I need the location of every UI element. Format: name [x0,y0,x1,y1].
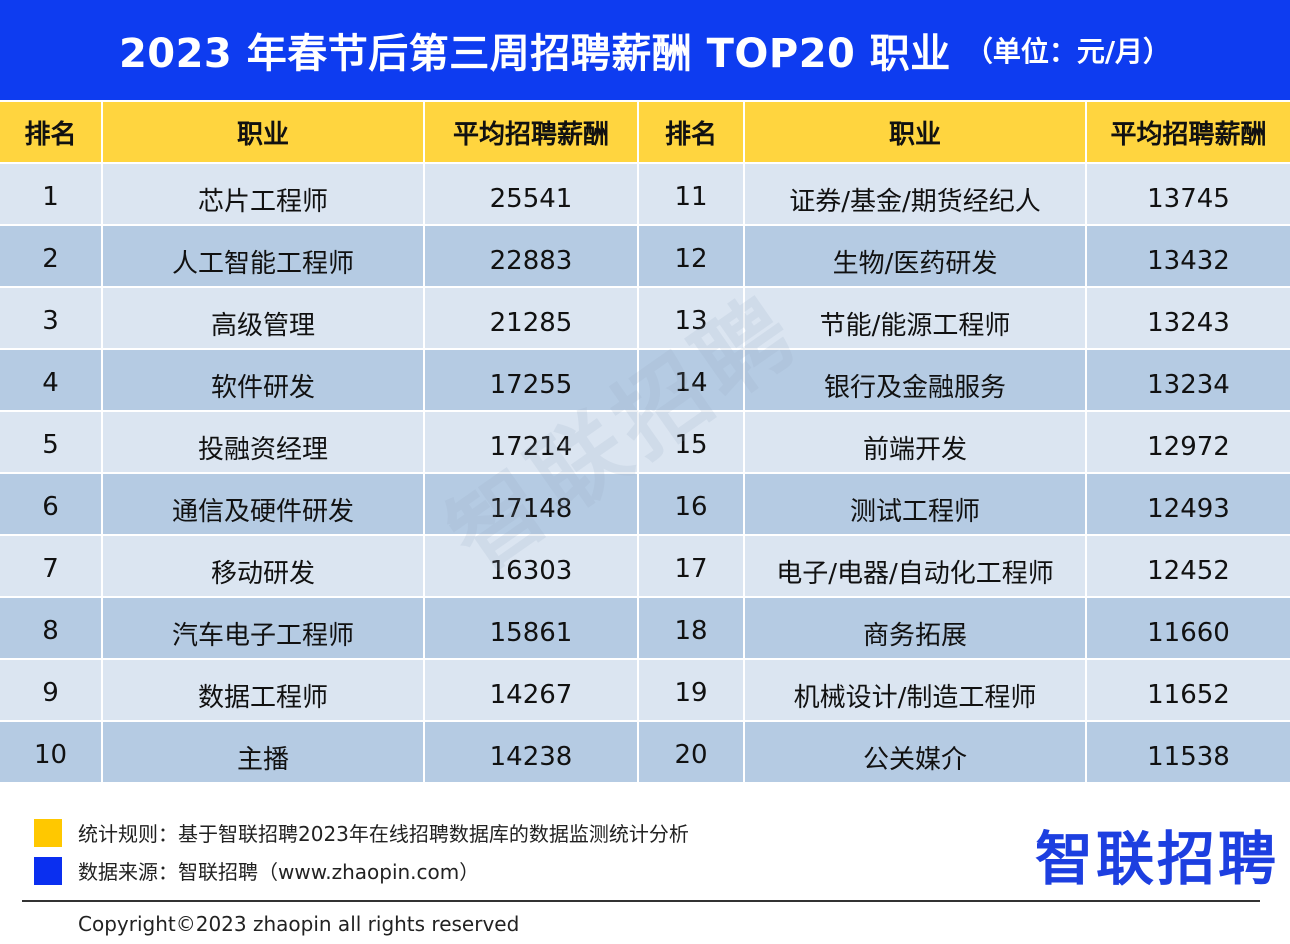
salary-cell: 17255 [424,348,639,411]
table-row: 4 软件研发 17255 14 银行及金融服务 13234 [0,348,1290,411]
salary-cell: 16303 [424,534,639,597]
table-row: 10 主播 14238 20 公关媒介 11538 [0,720,1290,782]
job-cell: 证券/基金/期货经纪人 [744,162,1087,225]
rank-cell: 9 [0,658,103,721]
job-cell: 汽车电子工程师 [102,596,425,659]
job-cell: 生物/医药研发 [744,224,1087,287]
job-cell: 数据工程师 [102,658,425,721]
salary-cell: 11538 [1086,720,1290,782]
job-cell: 软件研发 [102,348,425,411]
salary-cell: 12452 [1086,534,1290,597]
salary-cell: 13234 [1086,348,1290,411]
rank-cell: 7 [0,534,103,597]
rank-cell: 15 [638,410,745,473]
salary-cell: 11660 [1086,596,1290,659]
job-cell: 投融资经理 [102,410,425,473]
rank-cell: 14 [638,348,745,411]
job-cell: 银行及金融服务 [744,348,1087,411]
rank-cell: 11 [638,162,745,225]
job-cell: 商务拓展 [744,596,1087,659]
column-header-rank: 排名 [638,102,745,163]
table-row: 8 汽车电子工程师 15861 18 商务拓展 11660 [0,596,1290,659]
rank-cell: 17 [638,534,745,597]
rank-cell: 6 [0,472,103,535]
title-bar: 2023 年春节后第三周招聘薪酬 TOP20 职业 （单位：元/月） [0,0,1290,100]
rule-note-text: 统计规则：基于智联招聘2023年在线招聘数据库的数据监测统计分析 [78,822,689,846]
yellow-square-icon [34,818,62,847]
table-row: 6 通信及硬件研发 17148 16 测试工程师 12493 [0,472,1290,535]
salary-cell: 12493 [1086,472,1290,535]
job-cell: 芯片工程师 [102,162,425,225]
salary-cell: 17148 [424,472,639,535]
rank-cell: 13 [638,286,745,349]
salary-cell: 25541 [424,162,639,225]
job-cell: 移动研发 [102,534,425,597]
rank-cell: 19 [638,658,745,721]
salary-ranking-table: 排名 职业 平均招聘薪酬 排名 职业 平均招聘薪酬 1 芯片工程师 25541 11 证… [0,102,1290,782]
rank-cell: 8 [0,596,103,659]
rank-cell: 5 [0,410,103,473]
unit-label: （单位：元/月） [964,35,1172,68]
rank-cell: 2 [0,224,103,287]
salary-cell: 13745 [1086,162,1290,225]
salary-cell: 15861 [424,596,639,659]
table-row: 7 移动研发 16303 17 电子/电器/自动化工程师 12452 [0,534,1290,597]
column-header-job: 职业 [102,102,425,163]
job-cell: 测试工程师 [744,472,1087,535]
rank-cell: 16 [638,472,745,535]
rank-cell: 20 [638,720,745,782]
table-row: 9 数据工程师 14267 19 机械设计/制造工程师 11652 [0,658,1290,721]
zhaopin-logo: 智联招聘 [1035,825,1280,893]
job-cell: 高级管理 [102,286,425,349]
table-body: 1 芯片工程师 25541 11 证券/基金/期货经纪人 13745 2 人工智能工程师 228… [0,162,1290,782]
job-cell: 电子/电器/自动化工程师 [744,534,1087,597]
job-cell: 前端开发 [744,410,1087,473]
rule-note: 统计规则：基于智联招聘2023年在线招聘数据库的数据监测统计分析 [34,818,689,847]
job-cell: 通信及硬件研发 [102,472,425,535]
rank-cell: 18 [638,596,745,659]
table-row: 3 高级管理 21285 13 节能/能源工程师 13243 [0,286,1290,349]
job-cell: 公关媒介 [744,720,1087,782]
rank-cell: 10 [0,720,103,782]
rank-cell: 1 [0,162,103,225]
job-cell: 主播 [102,720,425,782]
source-note: 数据来源：智联招聘（www.zhaopin.com） [34,856,479,885]
copyright: Copyright©2023 zhaopin all rights reserv… [78,912,520,936]
source-note-text: 数据来源：智联招聘（www.zhaopin.com） [78,860,480,884]
rank-cell: 3 [0,286,103,349]
footer-divider [22,900,1260,902]
salary-cell: 14238 [424,720,639,782]
rank-cell: 12 [638,224,745,287]
table-row: 1 芯片工程师 25541 11 证券/基金/期货经纪人 13745 [0,162,1290,225]
salary-cell: 22883 [424,224,639,287]
column-header-job: 职业 [744,102,1087,163]
column-header-salary: 平均招聘薪酬 [424,102,639,163]
column-header-salary: 平均招聘薪酬 [1086,102,1290,163]
salary-cell: 11652 [1086,658,1290,721]
job-cell: 人工智能工程师 [102,224,425,287]
job-cell: 节能/能源工程师 [744,286,1087,349]
table-row: 5 投融资经理 17214 15 前端开发 12972 [0,410,1290,473]
table-header-row: 排名 职业 平均招聘薪酬 排名 职业 平均招聘薪酬 [0,102,1290,163]
rank-cell: 4 [0,348,103,411]
salary-cell: 17214 [424,410,639,473]
column-header-rank: 排名 [0,102,103,163]
job-cell: 机械设计/制造工程师 [744,658,1087,721]
salary-cell: 12972 [1086,410,1290,473]
blue-square-icon [34,856,62,885]
salary-cell: 21285 [424,286,639,349]
table-row: 2 人工智能工程师 22883 12 生物/医药研发 13432 [0,224,1290,287]
salary-cell: 14267 [424,658,639,721]
salary-cell: 13432 [1086,224,1290,287]
page-title: 2023 年春节后第三周招聘薪酬 TOP20 职业 [118,31,951,77]
salary-cell: 13243 [1086,286,1290,349]
